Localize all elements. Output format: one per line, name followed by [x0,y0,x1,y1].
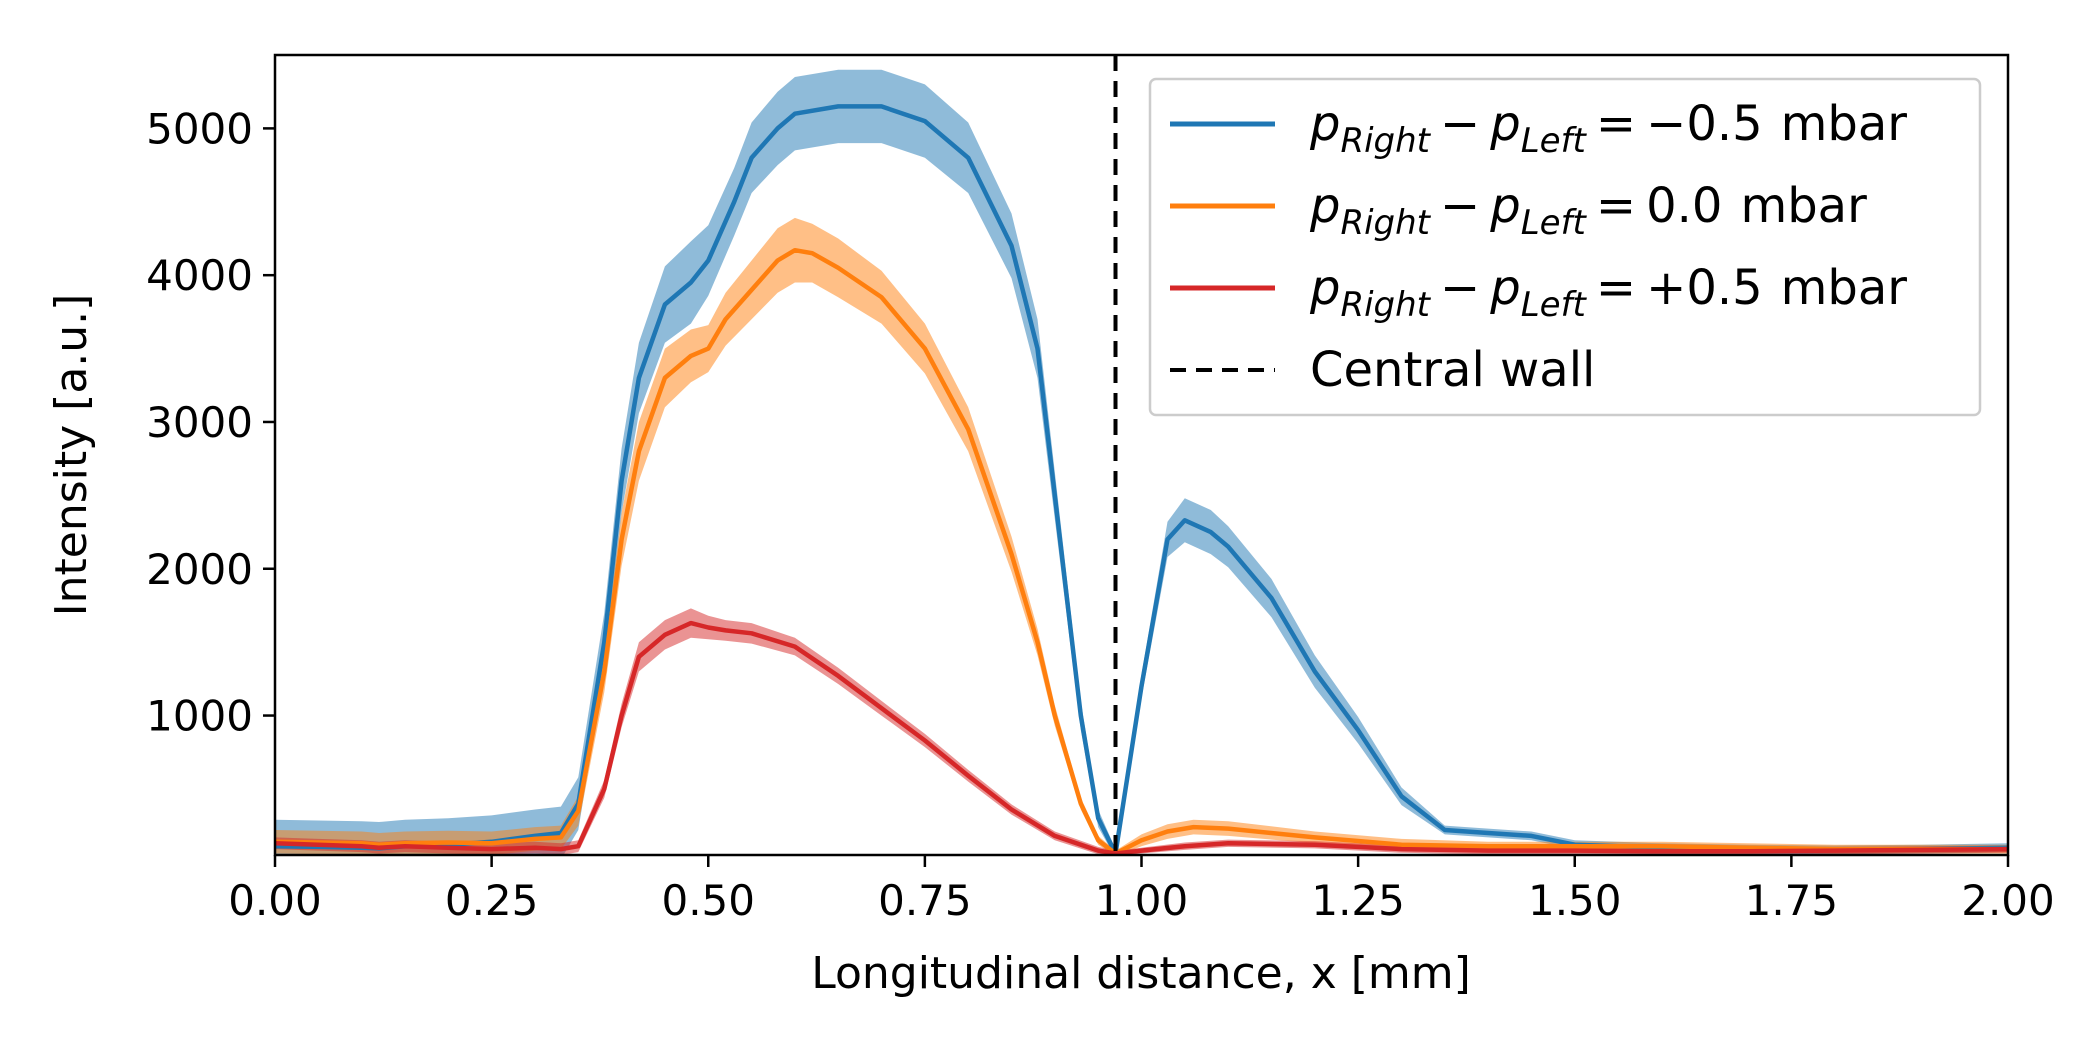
x-tick-label: 1.75 [1745,876,1839,925]
x-tick-label: 1.25 [1311,876,1405,925]
series-line-0 [275,104,2008,855]
x-tick-label: 1.00 [1095,876,1189,925]
x-tick-label: 0.75 [878,876,972,925]
x-tick-label: 1.50 [1528,876,1622,925]
x-axis-ticks: 0.00 0.25 0.50 0.75 1.00 1.25 1.50 1.75 2.00 [228,855,2055,925]
y-tick-label: 3000 [146,398,253,447]
x-axis-label: Longitudinal distance, x [mm] [811,948,1471,999]
legend-entry-0.0: pRight − pLeft = 0.0 mbar [1309,178,1867,243]
y-tick-label: 4000 [146,251,253,300]
x-tick-label: 0.25 [445,876,539,925]
x-tick-label: 2.00 [1961,876,2055,925]
y-tick-label: 2000 [146,545,253,594]
y-tick-label: 1000 [146,692,253,741]
series-line-1 [275,247,2008,855]
y-tick-label: 5000 [146,104,253,153]
series-band-0 [275,69,2008,855]
legend: pRight − pLeft = −0.5 mbar pRight − pLeft = 0.0 mb… [1148,77,1982,417]
y-axis-label: Intensity [a.u.] [46,294,97,617]
legend-entry-central-wall: Central wall [1310,342,1595,398]
series-line-2 [275,620,2008,855]
x-tick-label: 0.50 [661,876,755,925]
legend-entry-neg-0.5: pRight − pLeft = −0.5 mbar [1309,96,1907,161]
legend-frame [1148,77,1982,417]
x-tick-label: 0.00 [228,876,322,925]
y-axis-ticks: 1000 2000 3000 4000 5000 [146,104,275,741]
legend-entry-pos-0.5: pRight − pLeft = +0.5 mbar [1309,260,1907,325]
series-lines [275,104,2008,855]
